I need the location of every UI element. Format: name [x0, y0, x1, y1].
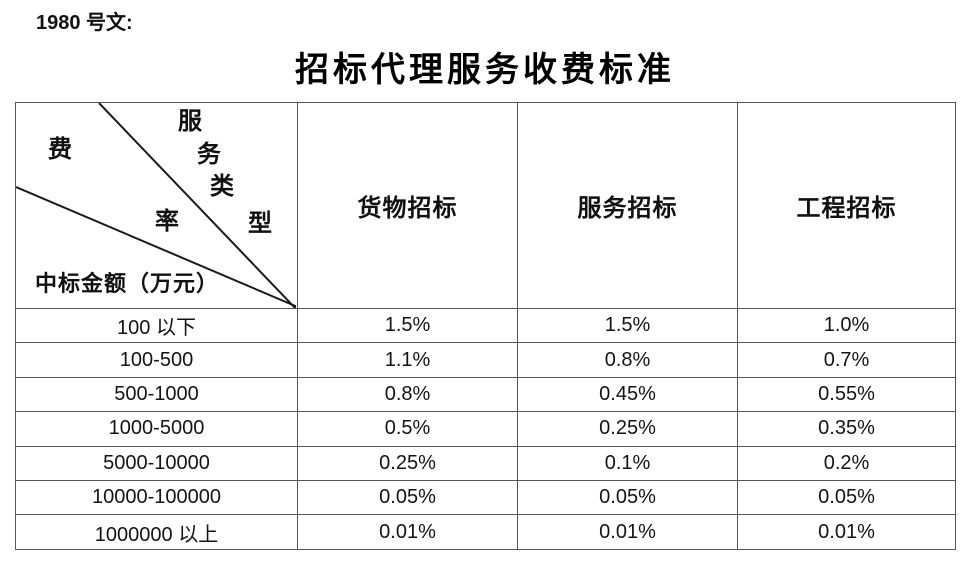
rate-cell: 0.55% [737, 376, 956, 413]
amount-range-cell: 100 以下 [15, 307, 298, 344]
corner-label-rate-char: 率 [155, 209, 179, 235]
fee-standard-table: 服 务 类 型 费 率 中标金额（万元） 货物招标 服务招标 工程招标 100 … [15, 102, 956, 550]
rate-cell: 0.35% [737, 411, 956, 447]
rate-cell: 0.01% [737, 514, 956, 550]
diagonal-lines [16, 103, 296, 308]
rate-cell: 0.05% [297, 479, 518, 516]
column-header-goods: 货物招标 [297, 102, 518, 309]
amount-range-cell: 1000-5000 [15, 411, 298, 447]
corner-label-amount: 中标金额（万元） [35, 271, 220, 296]
amount-range-cell: 500-1000 [15, 376, 298, 413]
rate-cell: 0.25% [297, 445, 518, 481]
page-title: 招标代理服务收费标准 [295, 52, 675, 89]
rate-cell: 0.7% [737, 342, 956, 378]
amount-range-cell: 10000-100000 [15, 479, 298, 516]
table-row: 10000-100000 0.05% 0.05% 0.05% [15, 479, 956, 516]
table-row: 100-500 1.1% 0.8% 0.7% [15, 342, 956, 378]
table-row: 5000-10000 0.25% 0.1% 0.2% [15, 445, 956, 481]
diagonal-corner-cell: 服 务 类 型 费 率 中标金额（万元） [15, 102, 298, 309]
rate-cell: 0.45% [517, 376, 738, 413]
rate-cell: 0.8% [297, 376, 518, 413]
corner-label-service-type-char: 服 [178, 109, 202, 135]
table-row: 100 以下 1.5% 1.5% 1.0% [15, 307, 956, 344]
rate-cell: 1.0% [737, 307, 956, 344]
corner-label-rate-char: 费 [48, 137, 72, 163]
rate-cell: 0.5% [297, 411, 518, 447]
rate-cell: 1.1% [297, 342, 518, 378]
rate-cell: 0.01% [297, 514, 518, 550]
amount-range-cell: 100-500 [15, 342, 298, 378]
corner-label-service-type-char: 型 [248, 211, 272, 237]
rate-cell: 0.2% [737, 445, 956, 481]
header-row: 服 务 类 型 费 率 中标金额（万元） 货物招标 服务招标 工程招标 [15, 102, 956, 309]
corner-label-service-type-char: 类 [210, 174, 234, 200]
amount-range-cell: 5000-10000 [15, 445, 298, 481]
rate-cell: 1.5% [297, 307, 518, 344]
column-header-services: 服务招标 [517, 102, 738, 309]
rate-cell: 1.5% [517, 307, 738, 344]
table-row: 1000000 以上 0.01% 0.01% 0.01% [15, 514, 956, 550]
amount-range-cell: 1000000 以上 [15, 514, 298, 550]
rate-cell: 0.25% [517, 411, 738, 447]
rate-cell: 0.01% [517, 514, 738, 550]
table-row: 500-1000 0.8% 0.45% 0.55% [15, 376, 956, 413]
table-row: 1000-5000 0.5% 0.25% 0.35% [15, 411, 956, 447]
doc-number: 1980 号文: [36, 12, 133, 34]
column-header-works: 工程招标 [737, 102, 956, 309]
rate-cell: 0.8% [517, 342, 738, 378]
corner-label-service-type-char: 务 [197, 142, 221, 168]
rate-cell: 0.1% [517, 445, 738, 481]
rate-cell: 0.05% [737, 479, 956, 516]
rate-cell: 0.05% [517, 479, 738, 516]
